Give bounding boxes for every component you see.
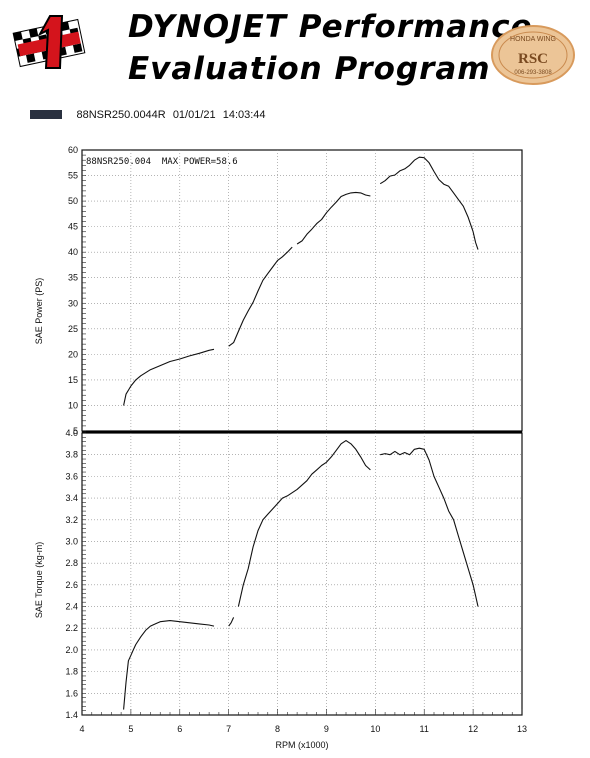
power-y-tick-label: 35 — [68, 273, 78, 283]
x-tick-label: 12 — [468, 724, 478, 734]
run-color-swatch — [30, 110, 62, 120]
power-y-axis-label: SAE Power (PS) — [34, 278, 44, 345]
stamp-text-main: RSC — [518, 51, 548, 67]
torque-curve-segment — [123, 620, 215, 710]
x-tick-label: 8 — [275, 724, 280, 734]
power-curve-segment — [379, 156, 479, 250]
power-y-tick-label: 30 — [68, 298, 78, 308]
torque-y-tick-label: 3.6 — [65, 471, 78, 481]
torque-y-tick-label: 2.8 — [65, 558, 78, 568]
x-tick-label: 10 — [370, 724, 380, 734]
tick-layer: 510152025303540455055601.41.61.82.02.22.… — [65, 145, 527, 734]
torque-curve-segment — [237, 440, 371, 607]
run-info: 88NSR250.0044R 01/01/21 14:03:44 — [30, 106, 270, 121]
power-y-tick-label: 60 — [68, 145, 78, 155]
torque-y-tick-label: 3.0 — [65, 536, 78, 546]
torque-plot-frame — [81, 432, 523, 716]
power-y-tick-label: 55 — [68, 171, 78, 181]
x-axis-label: RPM (x1000) — [275, 740, 328, 750]
run-name: 88NSR250.0044R — [76, 108, 166, 121]
x-tick-label: 13 — [517, 724, 527, 734]
power-annotation: 88NSR250.004 MAX POWER=58.6 — [86, 157, 238, 167]
power-y-tick-label: 25 — [68, 324, 78, 334]
torque-y-tick-label: 2.0 — [65, 645, 78, 655]
power-plot-frame — [81, 149, 523, 432]
x-tick-label: 6 — [177, 724, 182, 734]
torque-y-tick-label: 3.8 — [65, 450, 78, 460]
torque-y-tick-label: 4.0 — [65, 428, 78, 438]
torque-y-tick-label: 3.2 — [65, 515, 78, 525]
x-tick-label: 5 — [128, 724, 133, 734]
torque-y-axis-label: SAE Torque (kg-m) — [34, 542, 44, 618]
x-tick-label: 7 — [226, 724, 231, 734]
power-y-tick-label: 10 — [68, 400, 78, 410]
torque-y-tick-label: 2.6 — [65, 580, 78, 590]
torque-y-tick-label: 1.8 — [65, 667, 78, 677]
power-curve-segment — [123, 348, 215, 406]
power-y-tick-label: 5 — [73, 426, 78, 436]
power-y-tick-label: 45 — [68, 222, 78, 232]
run-time: 14:03:44 — [222, 108, 266, 121]
power-curve-segment — [296, 191, 371, 245]
banner-title-line2: Evaluation Program — [128, 51, 491, 87]
banner-title: DYNOJET Performance Evaluation Program — [128, 8, 533, 88]
torque-curve-segment — [228, 617, 235, 627]
power-y-tick-label: 20 — [68, 349, 78, 359]
curve-layer — [123, 156, 479, 710]
banner-title-line1: DYNOJET Performance — [128, 9, 533, 45]
x-tick-label: 4 — [79, 724, 84, 734]
run-date: 01/01/21 — [172, 108, 216, 121]
grid-layer — [82, 150, 522, 715]
torque-y-tick-label: 2.2 — [65, 623, 78, 633]
stamp-text-phone: 006-293-3808 — [514, 70, 552, 76]
torque-y-tick-label: 1.6 — [65, 688, 78, 698]
power-y-tick-label: 40 — [68, 247, 78, 257]
x-tick-label: 11 — [420, 724, 429, 734]
x-tick-label: 9 — [324, 724, 329, 734]
checkered-number-one-logo — [12, 15, 86, 69]
torque-y-tick-label: 3.4 — [65, 493, 78, 503]
honda-wing-rsc-stamp: HONDA WING RSC 006-293-3808 — [491, 25, 575, 85]
torque-y-tick-label: 2.4 — [65, 602, 78, 612]
torque-curve-segment — [380, 447, 479, 607]
power-y-tick-label: 50 — [68, 196, 78, 206]
stamp-text-top: HONDA WING — [510, 36, 556, 43]
power-curve-segment — [228, 246, 293, 347]
power-y-tick-label: 15 — [68, 375, 78, 385]
torque-y-tick-label: 1.4 — [65, 710, 78, 720]
